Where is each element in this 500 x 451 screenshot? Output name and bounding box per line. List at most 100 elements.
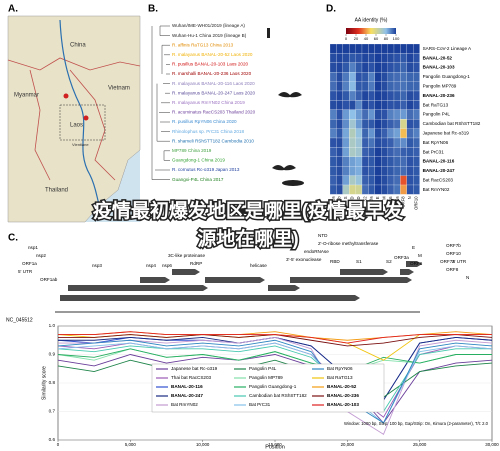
heatmap-cell (400, 62, 407, 73)
series-line (57, 345, 492, 413)
heatmap-cell (368, 62, 375, 73)
heatmap-cell (342, 147, 350, 157)
heatmap-cell (374, 119, 382, 129)
heatmap-cell (336, 72, 343, 82)
heatmap-row-label: BANAL-20-236 (423, 93, 455, 98)
legend-label: Thai bat RacCS203 (171, 375, 212, 380)
heatmap-cell (381, 72, 388, 82)
heatmap-cell (342, 137, 350, 148)
heatmap-cell (413, 100, 420, 110)
heatmap-cell (329, 175, 337, 186)
heatmap-cell (406, 156, 414, 167)
tree-leaf: R. pusillus BANAL-20-103 Laos 2020 (172, 62, 249, 67)
x-tick-label: 10,000 (196, 442, 210, 447)
heatmap-row-label: Pangolin P4L (423, 112, 451, 117)
heatmap-cell (336, 184, 343, 195)
tree-leaf: MP789 China 2019 (172, 148, 212, 153)
heatmap-cell (336, 166, 343, 176)
heatmap-cell (400, 175, 407, 186)
heatmap-cell (368, 53, 375, 63)
heatmap-cell (349, 109, 356, 120)
heatmap-cell (329, 81, 337, 92)
heatmap-cell (355, 43, 363, 54)
heatmap-cell (393, 100, 401, 110)
heatmap-cell (336, 43, 343, 54)
plot-note: Window: 1000 bp, Step: 100 bp, Gap/Strip… (344, 421, 489, 426)
legend-label: Bat RmYN02 (171, 402, 198, 407)
heatmap-cell (336, 147, 343, 157)
tree-leaf: Guangdong-1 China 2019 (172, 158, 225, 163)
heatmap-cell (400, 137, 407, 148)
heatmap-cell (361, 119, 369, 129)
heatmap-row-label: SARS-CoV-2 Lineage A (423, 46, 472, 51)
heatmap-cell (387, 156, 395, 167)
heatmap-cell (329, 53, 337, 63)
heatmap-col-label: ORF8 (401, 196, 406, 208)
colorbar-tick-label: 40 (364, 36, 369, 41)
x-tick-label: 30,000 (485, 442, 499, 447)
heatmap-cell (355, 137, 363, 148)
heatmap-cell (381, 156, 388, 167)
heatmap-cell (400, 147, 407, 157)
heatmap-row-label: Bat RacCS203 (423, 178, 454, 183)
legend-label: BANAL-20-103 (327, 402, 359, 407)
heatmap-cell (355, 62, 363, 73)
heatmap-cell (406, 72, 414, 82)
y-tick-label: 0.6 (49, 437, 56, 442)
tree-leaf: R. malayanus BANAL-20-247 Laos 2020 (172, 90, 255, 95)
series-line (57, 348, 492, 373)
tree-leaf: R. pusillus RpYN06 China 2020 (172, 119, 237, 124)
heatmap-cell (349, 119, 356, 129)
y-tick-label: 0.8 (49, 380, 56, 385)
heatmap-row-label: Cambodian bat RShSTT182 (423, 121, 481, 126)
heatmap-cell (349, 53, 356, 63)
heatmap-cell (374, 43, 382, 54)
legend-label: Pangolin Guangdong-1 (249, 384, 297, 389)
heatmap-cell (393, 43, 401, 54)
heatmap-cell (393, 147, 401, 157)
heatmap-cell (342, 166, 350, 176)
heatmap-cell (413, 166, 420, 176)
heatmap-cell (355, 119, 363, 129)
panel-label: D. (326, 4, 336, 15)
heatmap-cell (336, 100, 343, 110)
heatmap-cell (413, 137, 420, 148)
heatmap-cell (349, 137, 356, 148)
map-label: China (70, 43, 86, 49)
heatmap-cell (336, 62, 343, 73)
heatmap-cell (387, 166, 395, 176)
gene-arrow (340, 269, 388, 275)
colorbar-tick-label: 100 (393, 36, 400, 41)
bat-icons (235, 28, 304, 214)
heatmap-cell (349, 147, 356, 157)
gene-label: RdRP (190, 261, 202, 266)
heatmap-cell (349, 184, 356, 195)
heatmap-cell (329, 109, 337, 120)
heatmap-cell (381, 184, 388, 195)
heatmap-cell (361, 128, 369, 139)
gene-label: ORF1a (22, 261, 37, 266)
heatmap-cell (355, 72, 363, 82)
heatmap-cell (342, 53, 350, 63)
heatmap-cell (393, 166, 401, 176)
heatmap-cell (381, 53, 388, 63)
colorbar-tick-label: 60 (374, 36, 379, 41)
heatmap-cell (387, 128, 395, 139)
heatmap-cell (400, 119, 407, 129)
heatmap-row-label: BANAL-20-116 (423, 159, 455, 164)
tree-leaf: R. marshalli BANAL-20-236 Laos 2020 (172, 71, 252, 76)
heatmap-cell (406, 90, 414, 101)
tree-leaf: R. cornutus Rc-o319 Japan 2013 (172, 167, 240, 172)
map-land (7, 15, 141, 223)
heatmap-cell (374, 53, 382, 63)
heatmap-cell (336, 119, 343, 129)
heatmap-row-label: Pangolin MP789 (423, 84, 457, 89)
heatmap-cell (342, 119, 350, 129)
heatmap-col-label: M (382, 196, 387, 200)
heatmap-row-label: Bat RpYN06 (423, 140, 449, 145)
legend-label: Japanese bat Rc-o319 (171, 366, 218, 371)
overlay-title: 疫情最初爆发地区是哪里(疫情最早发 (93, 199, 404, 222)
heatmap-cell (355, 53, 363, 63)
heatmap-cell (361, 100, 369, 110)
heatmap-cell (387, 90, 395, 101)
